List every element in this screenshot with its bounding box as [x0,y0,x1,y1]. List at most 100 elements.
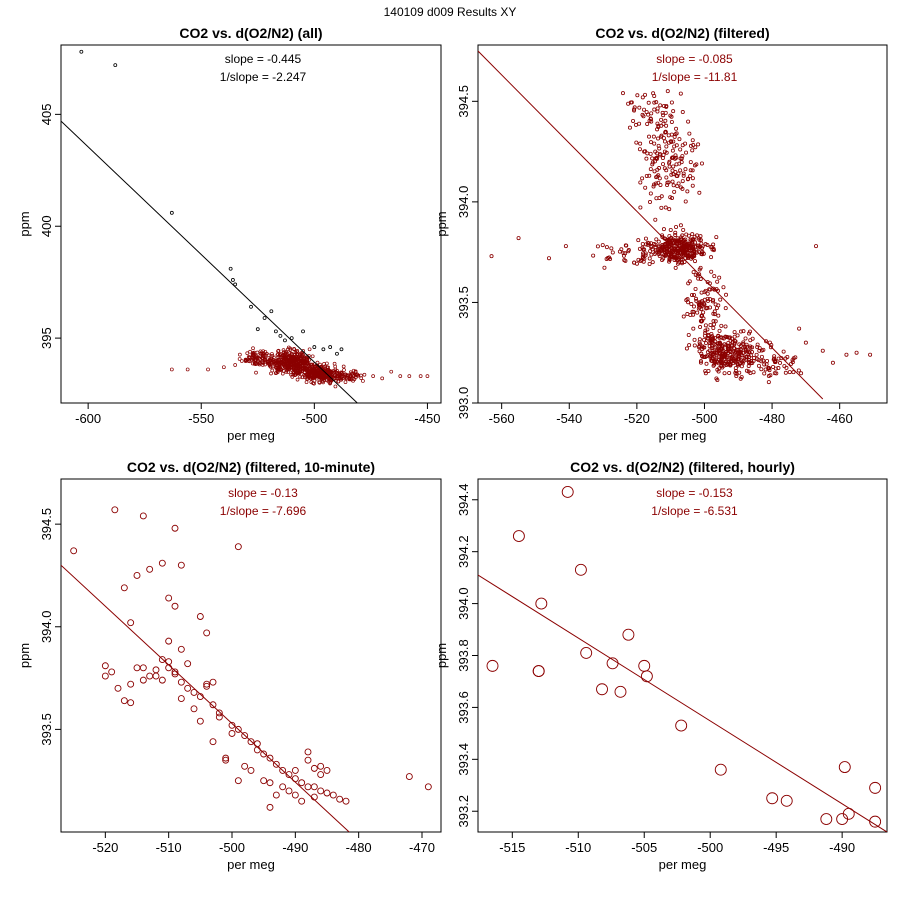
data-point [243,357,248,362]
data-point [729,357,734,362]
data-point [785,354,790,359]
data-point [532,665,545,678]
data-point [301,357,306,361]
data-point [206,367,210,372]
data-point [312,374,317,379]
slope-annotation: 1/slope = -7.696 [220,504,307,518]
y-tick-label: 395 [39,327,54,349]
data-point [737,353,742,358]
data-point [661,121,666,126]
data-point [627,125,632,130]
panel-title: CO2 vs. d(O2/N2) (all) [179,25,322,41]
data-point [177,678,185,686]
data-point [680,179,685,184]
data-point [654,100,659,105]
data-point [726,340,731,345]
data-point [307,347,312,352]
data-point [732,351,737,356]
data-point [275,365,280,370]
data-point [237,357,242,361]
data-point [647,173,652,178]
data-point [741,359,746,364]
data-point [292,347,297,352]
data-point [272,791,280,799]
slope-annotation: 1/slope = -11.81 [652,70,738,84]
data-point [680,110,685,115]
data-point [289,367,294,372]
data-point [771,364,776,369]
data-point [708,353,713,358]
data-point [718,297,723,302]
x-tick-label: -470 [409,840,435,855]
data-point [646,100,651,105]
data-point [646,112,651,117]
outlier-point [339,347,344,352]
data-point [671,155,676,160]
y-axis-label: ppm [17,211,32,236]
data-point [196,717,204,725]
data-point [596,683,608,696]
data-point [664,150,669,155]
data-point [703,330,708,335]
data-point [686,300,691,305]
data-point [636,257,641,262]
data-point [293,372,298,377]
data-point [666,252,671,257]
data-point [696,300,701,305]
data-point [171,524,179,532]
data-point [309,380,314,385]
data-point [738,347,743,352]
data-point [650,162,655,167]
data-point [669,172,674,177]
data-point [636,238,641,243]
panel-title: CO2 vs. d(O2/N2) (filtered, 10-minute) [127,459,375,475]
outlier-point [312,345,317,349]
data-point [690,168,695,173]
data-point [713,348,718,353]
data-point [688,237,693,242]
data-point [712,335,717,340]
data-point [263,362,267,367]
data-point [681,314,686,319]
data-point [750,336,755,341]
data-point [228,721,236,729]
data-point [610,250,615,255]
data-point [688,248,693,253]
data-point [640,95,645,100]
data-point [854,350,859,355]
data-point [120,697,128,705]
y-tick-label: 393.0 [456,387,471,420]
data-point [262,357,267,361]
data-point [672,134,677,139]
data-point [651,134,656,139]
data-point [626,248,631,253]
data-point [309,362,314,367]
data-point [313,369,317,373]
data-point [645,242,650,247]
data-point [697,190,702,195]
data-point [712,322,717,327]
data-point [405,773,413,781]
data-point [715,279,720,284]
data-point [707,287,712,292]
data-point [749,359,754,364]
data-point [298,374,302,379]
data-point [675,261,680,266]
data-point [614,685,627,698]
data-point [333,367,338,372]
data-point [650,156,655,161]
data-point [304,367,308,371]
data-point [270,357,275,362]
data-point [516,236,521,241]
data-point [669,119,674,124]
x-tick-label: -515 [499,840,525,855]
data-point [715,341,720,346]
x-tick-label: -450 [414,411,440,426]
data-point [690,183,695,188]
data-point [681,243,686,248]
data-point [681,173,686,178]
data-point [721,363,726,368]
data-point [332,370,336,375]
data-point [647,118,652,123]
data-point [699,161,704,166]
